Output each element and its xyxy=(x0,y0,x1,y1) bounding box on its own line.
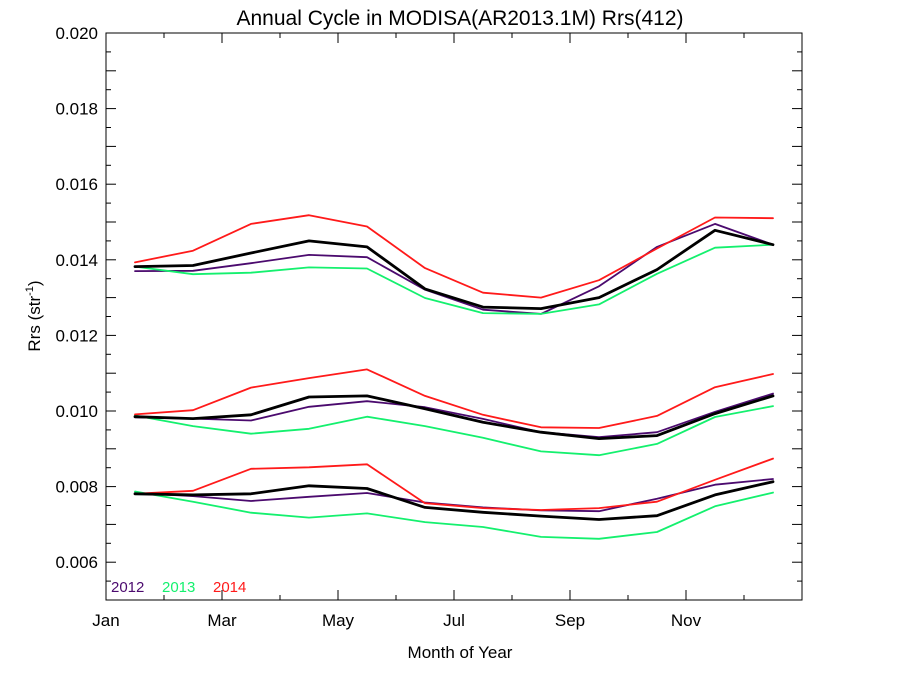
y-axis: 0.006 0.008 0.010 0.012 0.014 0.016 0.018 0.020 xyxy=(55,24,802,601)
y-tick-label: 0.010 xyxy=(55,402,98,421)
series-line-2013 xyxy=(134,490,774,540)
x-tick-label: Nov xyxy=(671,611,702,630)
y-axis-title-main: Rrs (str xyxy=(25,296,44,352)
y-tick-label: 0.018 xyxy=(55,100,98,119)
legend-label-2013: 2013 xyxy=(162,579,195,596)
legend: 2012 2013 2014 xyxy=(111,579,246,596)
series-line-2012 xyxy=(134,392,774,439)
x-tick-label: Sep xyxy=(555,611,585,630)
legend-label-2014: 2014 xyxy=(213,579,246,596)
y-tick-label: 0.016 xyxy=(55,175,98,194)
y-tick-label: 0.008 xyxy=(55,478,98,497)
series-group-2 xyxy=(133,368,775,457)
y-tick-label: 0.006 xyxy=(55,553,98,572)
series-line-2014 xyxy=(134,368,774,429)
x-axis: Jan Mar May Jul Sep Nov xyxy=(92,33,803,630)
series-line-2014 xyxy=(134,214,774,299)
series-line-mean xyxy=(133,228,775,311)
series-line-2014 xyxy=(134,457,774,511)
series-layer xyxy=(133,214,775,540)
legend-label-2012: 2012 xyxy=(111,579,144,596)
y-tick-label: 0.020 xyxy=(55,24,98,43)
series-group-3 xyxy=(133,457,775,540)
series-line-2013 xyxy=(134,405,774,457)
x-tick-label: May xyxy=(322,611,355,630)
series-line-mean xyxy=(133,480,775,521)
series-group-1 xyxy=(133,214,775,315)
series-line-mean xyxy=(133,394,775,441)
y-axis-title-superscript: -1 xyxy=(24,286,36,296)
x-tick-label: Jul xyxy=(443,611,465,630)
y-axis-title: Rrs (str-1) xyxy=(24,280,44,351)
y-tick-label: 0.012 xyxy=(55,326,98,345)
series-line-2013 xyxy=(134,243,774,315)
x-tick-label: Mar xyxy=(207,611,237,630)
x-tick-label: Jan xyxy=(92,611,119,630)
x-axis-title: Month of Year xyxy=(408,643,513,662)
y-axis-title-close: ) xyxy=(25,280,44,286)
y-tick-label: 0.014 xyxy=(55,251,98,270)
chart-title: Annual Cycle in MODISA(AR2013.1M) Rrs(41… xyxy=(237,7,684,30)
